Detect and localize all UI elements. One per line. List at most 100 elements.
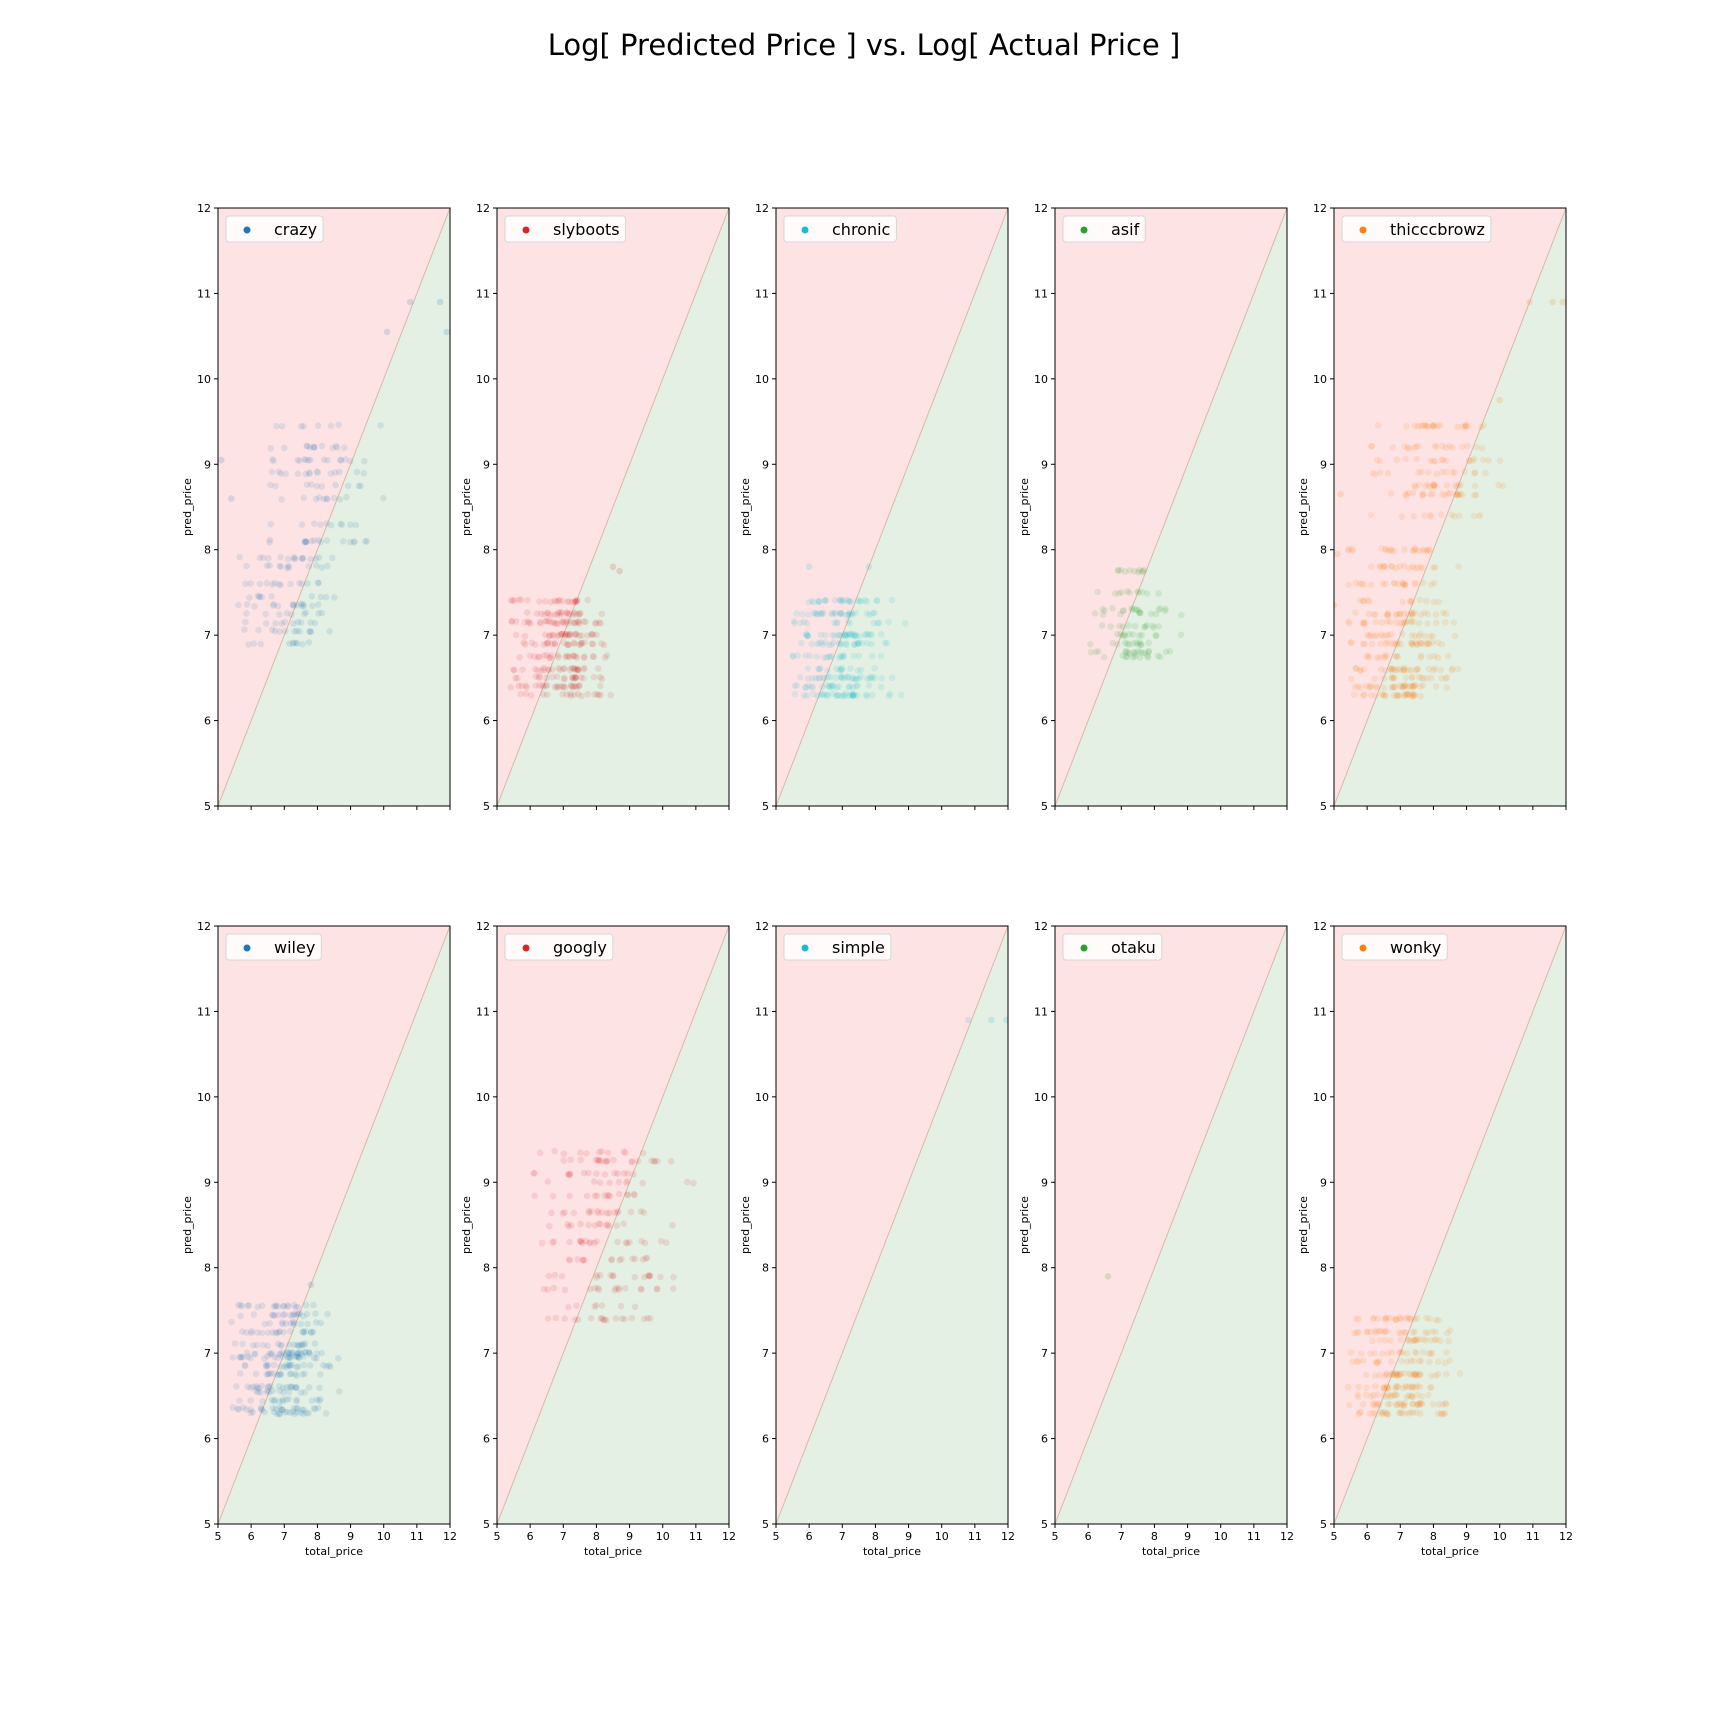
data-point <box>304 1320 311 1328</box>
data-point <box>343 494 350 501</box>
data-point <box>582 618 589 626</box>
data-point <box>1441 492 1449 499</box>
data-point <box>690 1179 697 1187</box>
data-point <box>1124 653 1131 660</box>
data-point <box>555 597 563 604</box>
data-point <box>287 1349 295 1356</box>
data-point <box>1434 422 1442 430</box>
data-point <box>1396 610 1403 618</box>
data-point <box>303 481 311 489</box>
data-point <box>593 1238 600 1245</box>
data-point <box>1408 598 1415 605</box>
data-point <box>337 520 344 528</box>
data-point <box>1408 639 1415 647</box>
data-point <box>1434 1358 1442 1366</box>
data-point <box>1424 469 1432 476</box>
y-tick-label: 7 <box>1320 1347 1327 1360</box>
data-point <box>1422 547 1429 555</box>
data-point <box>1459 491 1466 499</box>
data-point <box>562 653 569 661</box>
data-point <box>565 1171 573 1179</box>
data-point <box>1429 632 1436 640</box>
data-point <box>1366 683 1374 691</box>
data-point <box>292 639 300 647</box>
data-point <box>1372 1410 1379 1418</box>
y-tick-label: 11 <box>197 1005 211 1018</box>
data-point <box>242 618 249 626</box>
y-tick-label: 9 <box>483 1176 490 1189</box>
data-point <box>551 611 558 618</box>
data-point <box>1431 652 1438 660</box>
data-point <box>327 1363 334 1371</box>
data-point <box>303 442 311 450</box>
data-point <box>888 674 896 682</box>
data-point <box>1369 1409 1377 1416</box>
data-point <box>1376 1371 1384 1379</box>
data-point <box>833 692 840 699</box>
data-point <box>598 610 606 618</box>
data-point <box>831 609 839 617</box>
data-point <box>829 682 837 689</box>
data-point <box>285 1354 292 1362</box>
data-point <box>595 1157 602 1165</box>
legend: otaku <box>1062 933 1163 961</box>
data-point <box>1357 667 1364 674</box>
data-point <box>564 598 572 605</box>
data-point <box>521 632 529 640</box>
data-point <box>611 1169 618 1177</box>
data-point <box>1430 667 1437 674</box>
data-point <box>808 640 815 648</box>
data-point <box>1385 632 1392 639</box>
data-point <box>1400 1402 1408 1409</box>
data-point <box>1414 1391 1421 1399</box>
data-point <box>301 1340 309 1347</box>
data-point <box>648 1157 655 1164</box>
data-point <box>270 1361 278 1369</box>
data-point <box>875 619 883 627</box>
data-point <box>1135 589 1142 596</box>
data-point <box>563 609 570 617</box>
data-point <box>301 538 309 545</box>
data-point <box>1400 610 1408 617</box>
data-point <box>1372 1329 1380 1336</box>
data-point <box>1367 1393 1375 1400</box>
data-point <box>1380 675 1388 682</box>
data-point <box>559 683 566 691</box>
scatter-points <box>228 1281 343 1418</box>
data-point <box>1446 1327 1454 1334</box>
data-point <box>845 611 852 618</box>
data-point <box>556 683 564 690</box>
data-point <box>275 1328 283 1336</box>
data-point <box>1394 610 1401 618</box>
data-point <box>873 597 881 604</box>
data-point <box>573 683 581 691</box>
data-point <box>597 1315 605 1322</box>
data-point <box>1415 632 1423 640</box>
data-point <box>1380 562 1387 570</box>
data-point <box>653 1285 661 1293</box>
data-point <box>1416 1336 1423 1343</box>
data-point <box>1387 618 1394 626</box>
data-point <box>805 598 813 606</box>
data-point <box>274 1303 282 1310</box>
data-point <box>638 1237 645 1245</box>
data-point <box>1405 1392 1412 1400</box>
data-point <box>1392 1401 1400 1409</box>
data-point <box>885 692 893 700</box>
data-point <box>623 1240 631 1247</box>
data-point <box>1135 607 1142 614</box>
data-point <box>320 495 328 503</box>
data-point <box>1391 683 1398 691</box>
data-point <box>281 1311 289 1318</box>
data-point <box>296 1310 303 1317</box>
data-point <box>540 691 547 698</box>
data-point <box>1398 1409 1406 1417</box>
data-point <box>279 1398 286 1405</box>
data-point <box>276 1410 283 1418</box>
data-point <box>1438 511 1445 518</box>
data-point <box>275 1383 283 1390</box>
x-tick-label: 10 <box>935 1530 949 1543</box>
data-point <box>335 1355 342 1362</box>
data-point <box>287 1370 295 1378</box>
data-point <box>1477 423 1485 431</box>
